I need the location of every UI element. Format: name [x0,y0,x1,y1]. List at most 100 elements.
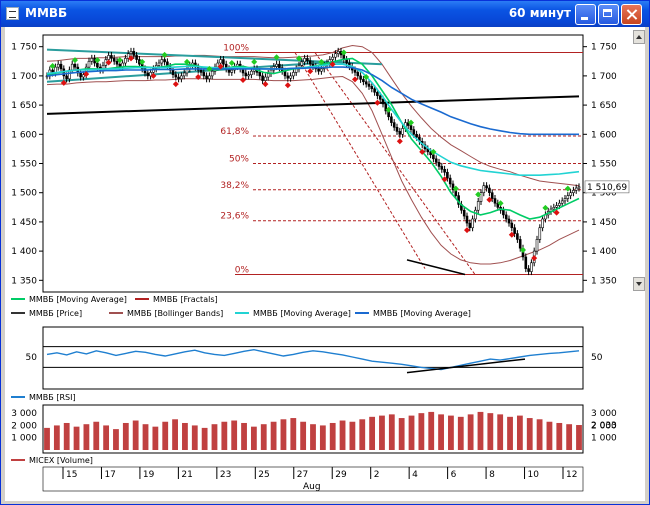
fractal-down-marker [374,99,381,106]
scroll-up-button[interactable] [633,30,645,44]
x-axis-tick-label: 12 [566,470,577,480]
price-candle-body [356,72,360,77]
price-candle-body [434,158,438,163]
fibonacci-level-label: 61,8% [220,127,249,137]
fibonacci-level-label: 50% [229,155,249,165]
volume-bar [526,418,533,450]
volume-ytick-label-right: 1 000 [591,434,617,444]
maximize-button[interactable] [598,4,619,25]
timeframe-label: 60 минут [508,6,571,20]
fractal-down-marker [128,55,134,62]
volume-bar [388,414,395,450]
price-candle-body [286,75,290,79]
legend-label: MICEX [Volume] [29,456,93,465]
price-candle-body [135,55,138,60]
price-candle-body [524,256,528,269]
volume-bar [379,415,385,450]
legend-label: ММВБ [Moving Average] [29,295,127,304]
price-candle-body [96,62,99,68]
fractal-down-marker [486,196,493,203]
volume-bar [349,421,356,450]
price-candle-body [157,62,161,66]
volume-bar [182,422,188,450]
minimize-button[interactable] [575,4,596,25]
price-candle-body [261,75,264,81]
volume-bar [290,418,297,450]
price-candle-body [266,73,270,78]
chart-window-icon [6,7,19,20]
price-candle-body [476,201,480,211]
volume-bar [53,425,60,450]
fibonacci-fan-line [314,52,476,275]
price-candle-body [303,58,306,63]
price-candle-body [202,72,206,77]
support-trendline [46,95,580,115]
fractal-down-marker [240,76,246,83]
volume-bar [457,416,464,450]
volume-bar [250,426,257,450]
price-ytick-label-left: 1 650 [11,101,37,111]
price-candle-body [320,68,323,72]
fractal-up-marker [520,246,526,253]
fractal-down-marker [508,231,515,238]
volume-bar [132,420,139,450]
price-ytick-label-left: 1 750 [11,43,37,53]
price-ytick-label-right: 1 450 [591,218,617,228]
price-candle-body [177,76,180,80]
legend-label: ММВБ [RSI] [29,393,76,402]
scroll-down-button[interactable] [633,277,645,291]
price-candle-body [390,116,393,123]
price-candle-body [401,128,404,135]
price-candle-body [518,239,522,249]
volume-pane-frame [42,404,584,454]
price-candle-body [250,70,253,76]
divergence-trendline [406,259,466,276]
volume-bar [398,418,405,450]
x-axis-month-label: Aug [303,482,321,492]
fractal-up-marker [475,191,482,198]
fractal-down-marker [195,74,202,81]
price-candle-body [205,75,208,80]
price-candle-body [572,190,575,194]
chart-area: 1 750 1 750 1 700 1 700 1 650 1 650 1 600 1 600… [5,27,645,501]
fractal-up-marker [452,185,459,192]
price-candle-body [465,215,469,224]
price-candle-body [219,59,222,64]
volume-bar [428,411,435,450]
price-ytick-label-left: 1 500 [11,189,37,199]
price-candle-body [552,207,556,210]
legend-label: ММВБ [Moving Average] [373,309,471,318]
price-candle-body [129,51,133,54]
title-bar[interactable]: ММВБ 60 минут [1,1,649,27]
price-candle-body [440,166,444,170]
fibonacci-level-label: 0% [235,265,250,275]
rsi-ytick-label-left: 50 [26,353,38,363]
x-axis-tick-label: 10 [528,470,540,480]
price-candle-body [468,222,472,229]
fractal-up-marker [542,204,549,211]
close-button[interactable] [621,4,642,25]
volume-bar [241,422,247,450]
legend-label: ММВБ [Moving Average] [253,309,351,318]
volume-bar [310,424,316,450]
volume-bar [477,411,484,450]
price-candle-body [392,122,396,128]
fractal-up-marker [116,57,123,64]
fractal-down-marker [419,148,426,155]
price-candle-body [432,154,435,160]
x-axis-tick-label: 15 [66,470,77,480]
moving-average-line-2 [46,63,580,176]
volume-bar [221,421,228,450]
volume-bar [73,426,80,450]
volume-bar [231,420,238,450]
price-ytick-label-right: 1 750 [591,43,617,53]
price-candle-body [174,74,178,78]
price-candle-body [513,227,516,234]
price-candle-body [479,192,483,202]
price-candle-body [395,126,399,132]
fractal-up-marker [206,65,213,72]
price-candle-body [577,186,581,189]
price-candle-body [87,60,91,68]
price-candle-body [474,209,477,220]
